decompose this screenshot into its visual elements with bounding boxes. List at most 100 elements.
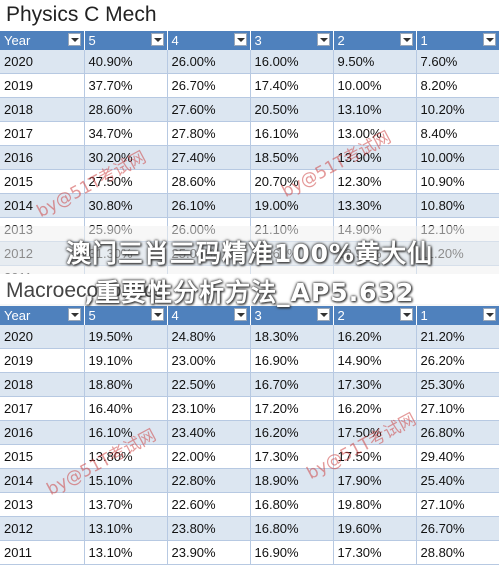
percent-cell[interactable]: 13.80%: [84, 444, 168, 469]
percent-cell[interactable]: 10.00%: [416, 145, 499, 170]
percent-cell[interactable]: 23.90%: [167, 540, 251, 565]
filter-dropdown-icon[interactable]: [67, 308, 81, 321]
percent-cell[interactable]: 23.10%: [167, 396, 251, 421]
percent-cell[interactable]: 9.50%: [333, 50, 417, 74]
percent-cell[interactable]: 19.60%: [333, 516, 417, 541]
percent-cell[interactable]: 13.10%: [84, 516, 168, 541]
percent-cell[interactable]: 26.20%: [416, 348, 499, 373]
percent-cell[interactable]: 30.80%: [84, 193, 168, 218]
percent-cell[interactable]: 17.50%: [333, 444, 417, 469]
year-cell[interactable]: 2012: [0, 516, 85, 541]
percent-cell[interactable]: 10.00%: [333, 73, 417, 98]
filter-dropdown-icon[interactable]: [233, 33, 247, 46]
year-cell[interactable]: 2014: [0, 193, 85, 218]
year-cell[interactable]: 2017: [0, 121, 85, 146]
filter-dropdown-icon[interactable]: [67, 33, 81, 46]
percent-cell[interactable]: 16.20%: [250, 420, 334, 445]
percent-cell[interactable]: 28.60%: [167, 169, 251, 194]
percent-cell[interactable]: 15.10%: [84, 468, 168, 493]
percent-cell[interactable]: 10.90%: [416, 169, 499, 194]
filter-dropdown-icon[interactable]: [150, 308, 164, 321]
percent-cell[interactable]: 27.50%: [84, 169, 168, 194]
percent-cell[interactable]: 26.70%: [416, 516, 499, 541]
year-cell[interactable]: 2014: [0, 468, 85, 493]
percent-cell[interactable]: 8.40%: [416, 121, 499, 146]
percent-cell[interactable]: 26.70%: [167, 73, 251, 98]
year-cell[interactable]: 2018: [0, 372, 85, 397]
year-cell[interactable]: 2019: [0, 73, 85, 98]
percent-cell[interactable]: 10.80%: [416, 193, 499, 218]
percent-cell[interactable]: 23.00%: [167, 348, 251, 373]
filter-dropdown-icon[interactable]: [316, 308, 330, 321]
year-cell[interactable]: 2015: [0, 169, 85, 194]
percent-cell[interactable]: 10.20%: [416, 97, 499, 122]
percent-cell[interactable]: 16.80%: [250, 516, 334, 541]
percent-cell[interactable]: 23.80%: [167, 516, 251, 541]
percent-cell[interactable]: 17.30%: [333, 540, 417, 565]
percent-cell[interactable]: 16.20%: [333, 325, 417, 349]
percent-cell[interactable]: 28.80%: [416, 540, 499, 565]
percent-cell[interactable]: 18.80%: [84, 372, 168, 397]
percent-cell[interactable]: 12.30%: [333, 169, 417, 194]
percent-cell[interactable]: 17.30%: [333, 372, 417, 397]
percent-cell[interactable]: 13.70%: [84, 492, 168, 517]
year-cell[interactable]: 2011: [0, 540, 85, 565]
percent-cell[interactable]: 16.40%: [84, 396, 168, 421]
percent-cell[interactable]: 16.10%: [84, 420, 168, 445]
percent-cell[interactable]: 16.10%: [250, 121, 334, 146]
percent-cell[interactable]: 22.50%: [167, 372, 251, 397]
percent-cell[interactable]: 16.20%: [333, 396, 417, 421]
year-cell[interactable]: 2017: [0, 396, 85, 421]
year-cell[interactable]: 2013: [0, 492, 85, 517]
percent-cell[interactable]: 27.80%: [167, 121, 251, 146]
percent-cell[interactable]: 30.20%: [84, 145, 168, 170]
percent-cell[interactable]: 13.90%: [333, 145, 417, 170]
percent-cell[interactable]: 17.50%: [333, 420, 417, 445]
percent-cell[interactable]: 19.50%: [84, 325, 168, 349]
percent-cell[interactable]: 17.20%: [250, 396, 334, 421]
percent-cell[interactable]: 19.80%: [333, 492, 417, 517]
year-cell[interactable]: 2016: [0, 145, 85, 170]
percent-cell[interactable]: 26.80%: [416, 420, 499, 445]
percent-cell[interactable]: 27.40%: [167, 145, 251, 170]
percent-cell[interactable]: 40.90%: [84, 50, 168, 74]
filter-dropdown-icon[interactable]: [482, 308, 496, 321]
percent-cell[interactable]: 21.20%: [416, 325, 499, 349]
percent-cell[interactable]: 16.90%: [250, 348, 334, 373]
percent-cell[interactable]: 7.60%: [416, 50, 499, 74]
year-cell[interactable]: 2020: [0, 325, 85, 349]
percent-cell[interactable]: 16.90%: [250, 540, 334, 565]
year-cell[interactable]: 2016: [0, 420, 85, 445]
percent-cell[interactable]: 28.60%: [84, 97, 168, 122]
percent-cell[interactable]: 13.30%: [333, 193, 417, 218]
percent-cell[interactable]: 22.60%: [167, 492, 251, 517]
percent-cell[interactable]: 19.10%: [84, 348, 168, 373]
percent-cell[interactable]: 16.70%: [250, 372, 334, 397]
percent-cell[interactable]: 27.10%: [416, 492, 499, 517]
percent-cell[interactable]: 13.10%: [333, 97, 417, 122]
percent-cell[interactable]: 14.90%: [333, 348, 417, 373]
percent-cell[interactable]: 8.20%: [416, 73, 499, 98]
percent-cell[interactable]: 37.70%: [84, 73, 168, 98]
filter-dropdown-icon[interactable]: [482, 33, 496, 46]
filter-dropdown-icon[interactable]: [399, 33, 413, 46]
percent-cell[interactable]: 16.00%: [250, 50, 334, 74]
percent-cell[interactable]: 25.40%: [416, 468, 499, 493]
filter-dropdown-icon[interactable]: [150, 33, 164, 46]
filter-dropdown-icon[interactable]: [399, 308, 413, 321]
percent-cell[interactable]: 23.40%: [167, 420, 251, 445]
percent-cell[interactable]: 18.50%: [250, 145, 334, 170]
percent-cell[interactable]: 20.50%: [250, 97, 334, 122]
percent-cell[interactable]: 22.80%: [167, 468, 251, 493]
percent-cell[interactable]: 27.60%: [167, 97, 251, 122]
percent-cell[interactable]: 18.30%: [250, 325, 334, 349]
percent-cell[interactable]: 19.00%: [250, 193, 334, 218]
percent-cell[interactable]: 17.90%: [333, 468, 417, 493]
year-cell[interactable]: 2019: [0, 348, 85, 373]
percent-cell[interactable]: 17.40%: [250, 73, 334, 98]
percent-cell[interactable]: 22.00%: [167, 444, 251, 469]
percent-cell[interactable]: 24.80%: [167, 325, 251, 349]
year-cell[interactable]: 2018: [0, 97, 85, 122]
percent-cell[interactable]: 34.70%: [84, 121, 168, 146]
percent-cell[interactable]: 18.90%: [250, 468, 334, 493]
